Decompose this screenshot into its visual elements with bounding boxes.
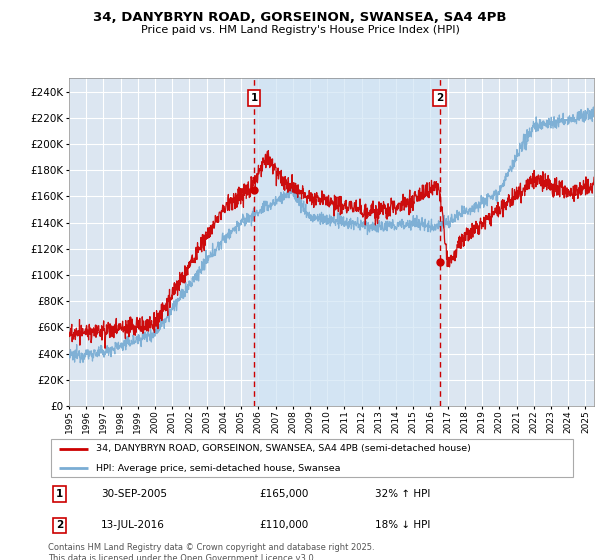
Text: Price paid vs. HM Land Registry's House Price Index (HPI): Price paid vs. HM Land Registry's House …	[140, 25, 460, 35]
Text: 34, DANYBRYN ROAD, GORSEINON, SWANSEA, SA4 4PB (semi-detached house): 34, DANYBRYN ROAD, GORSEINON, SWANSEA, S…	[95, 444, 470, 453]
Text: HPI: Average price, semi-detached house, Swansea: HPI: Average price, semi-detached house,…	[95, 464, 340, 473]
Text: 2: 2	[436, 93, 443, 103]
Text: £165,000: £165,000	[259, 489, 308, 499]
Text: 2: 2	[56, 520, 63, 530]
Text: Contains HM Land Registry data © Crown copyright and database right 2025.
This d: Contains HM Land Registry data © Crown c…	[48, 543, 374, 560]
Text: 30-SEP-2005: 30-SEP-2005	[101, 489, 167, 499]
Text: 34, DANYBRYN ROAD, GORSEINON, SWANSEA, SA4 4PB: 34, DANYBRYN ROAD, GORSEINON, SWANSEA, S…	[93, 11, 507, 24]
Bar	[254, 78, 440, 406]
Text: £110,000: £110,000	[259, 520, 308, 530]
Text: 1: 1	[56, 489, 63, 499]
Text: 32% ↑ HPI: 32% ↑ HPI	[376, 489, 431, 499]
Text: 13-JUL-2016: 13-JUL-2016	[101, 520, 164, 530]
Text: 18% ↓ HPI: 18% ↓ HPI	[376, 520, 431, 530]
Text: 1: 1	[250, 93, 257, 103]
FancyBboxPatch shape	[50, 439, 574, 477]
